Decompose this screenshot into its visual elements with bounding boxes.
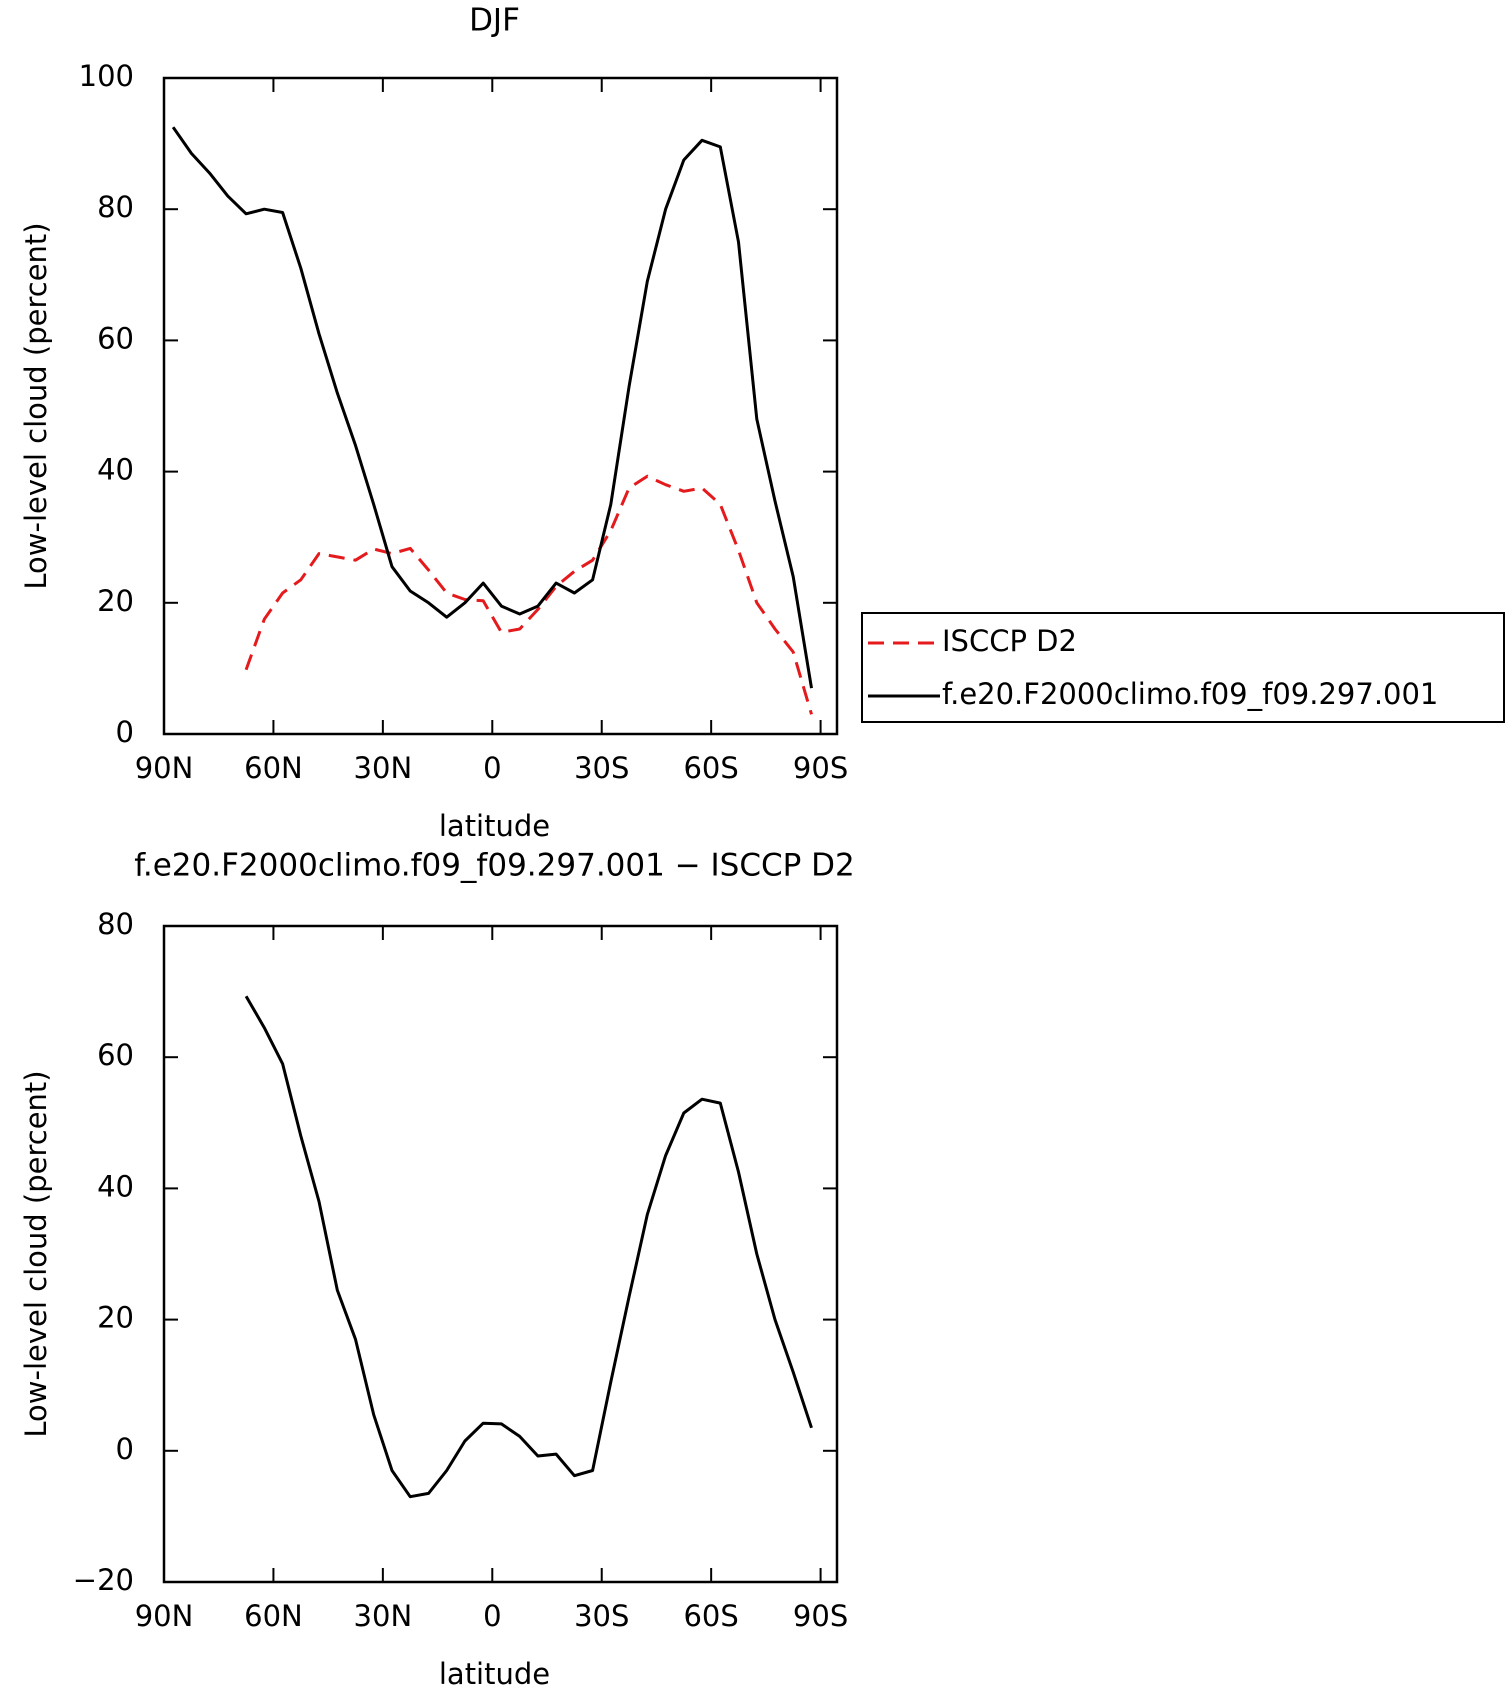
x-tick-label: 60N: [244, 1599, 303, 1633]
x-tick-label: 30S: [574, 1599, 629, 1633]
legend-box: [861, 612, 1505, 723]
y-tick-label: 60: [97, 321, 134, 355]
y-tick-label: −20: [73, 1563, 134, 1597]
x-tick-label: 30N: [354, 751, 413, 785]
legend-label: f.e20.F2000climo.f09_f09.297.001: [942, 677, 1438, 711]
y-tick-label: 0: [116, 1432, 134, 1466]
x-tick-label: 60S: [683, 1599, 738, 1633]
data-line: [244, 995, 813, 1499]
y-tick-label: 100: [79, 59, 134, 93]
x-axis-label: latitude: [439, 1657, 550, 1691]
x-tick-label: 90S: [793, 751, 848, 785]
y-tick-label: 20: [97, 584, 134, 618]
data-line: [244, 474, 813, 715]
y-tick-label: 80: [97, 190, 134, 224]
x-tick-label: 0: [483, 1599, 501, 1633]
y-tick-label: 80: [97, 907, 134, 941]
x-tick-label: 90N: [135, 751, 194, 785]
x-tick-label: 0: [483, 751, 501, 785]
y-tick-label: 40: [97, 453, 134, 487]
x-tick-label: 90N: [135, 1599, 194, 1633]
chart-title: f.e20.F2000climo.f09_f09.297.001 − ISCCP…: [134, 848, 855, 884]
y-tick-label: 0: [116, 715, 134, 749]
y-tick-label: 40: [97, 1169, 134, 1203]
chart-title: DJF: [469, 3, 520, 39]
x-axis-label: latitude: [439, 809, 550, 843]
x-tick-label: 90S: [793, 1599, 848, 1633]
y-axis-label: Low-level cloud (percent): [19, 1070, 53, 1437]
x-tick-label: 30N: [354, 1599, 413, 1633]
x-tick-label: 60N: [244, 751, 303, 785]
plot-frame: [162, 924, 839, 1584]
x-tick-label: 30S: [574, 751, 629, 785]
data-line: [171, 126, 813, 689]
y-tick-label: 20: [97, 1301, 134, 1335]
y-axis-label: Low-level cloud (percent): [19, 222, 53, 589]
legend-label: ISCCP D2: [942, 624, 1077, 658]
y-tick-label: 60: [97, 1038, 134, 1072]
plot-frame: [162, 76, 839, 736]
x-tick-label: 60S: [683, 751, 738, 785]
